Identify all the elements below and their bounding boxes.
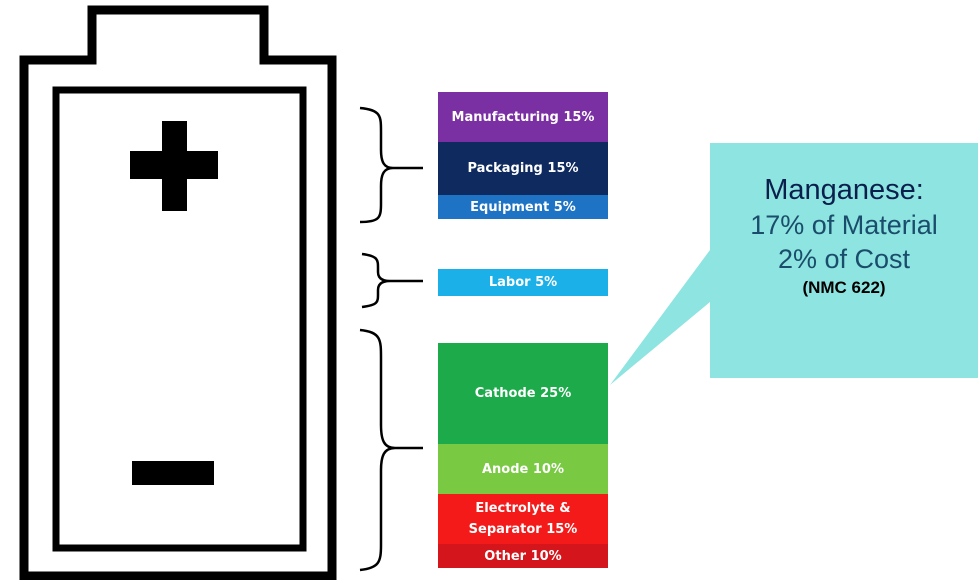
manganese-callout: Manganese: 17% of Material 2% of Cost (N… [710, 172, 978, 300]
segment-labor: Labor 5% [438, 269, 608, 296]
bracket-labor [361, 252, 423, 309]
segment-equipment-label: Equipment 5% [470, 199, 576, 215]
segment-manufacturing: Manufacturing 15% [438, 92, 608, 142]
segment-other: Other 10% [438, 544, 608, 568]
segment-electrolyte-separator: Electrolyte & Separator 15% [438, 494, 608, 544]
callout-box [610, 143, 978, 385]
callout-cost-share: 2% of Cost [777, 244, 911, 274]
segment-other-label: Other 10% [484, 548, 562, 564]
segment-packaging: Packaging 15% [438, 142, 608, 195]
segment-equipment: Equipment 5% [438, 195, 608, 219]
minus-icon [132, 461, 214, 485]
bracket-overhead [359, 106, 423, 224]
segment-packaging-label: Packaging 15% [467, 161, 579, 176]
plus-icon-horizontal [130, 151, 218, 179]
battery-inner-frame [52, 86, 307, 552]
segment-anode-label: Anode 10% [481, 461, 564, 477]
segment-cathode-label: Cathode 25% [474, 386, 572, 401]
segment-electrolyte-label-1: Electrolyte & [475, 501, 571, 516]
callout-material-share: 17% of Material [750, 210, 938, 240]
segment-labor-label: Labor 5% [488, 275, 558, 290]
callout-title: Manganese: [764, 174, 924, 206]
callout-chemistry-note: (NMC 622) [802, 278, 886, 297]
bracket-materials [359, 328, 423, 572]
segment-manufacturing-label: Manufacturing 15% [451, 109, 595, 125]
segment-electrolyte-label-2: Separator 15% [468, 522, 578, 537]
battery-outline [19, 5, 337, 580]
segment-anode: Anode 10% [438, 444, 608, 494]
segment-cathode: Cathode 25% [438, 343, 608, 444]
